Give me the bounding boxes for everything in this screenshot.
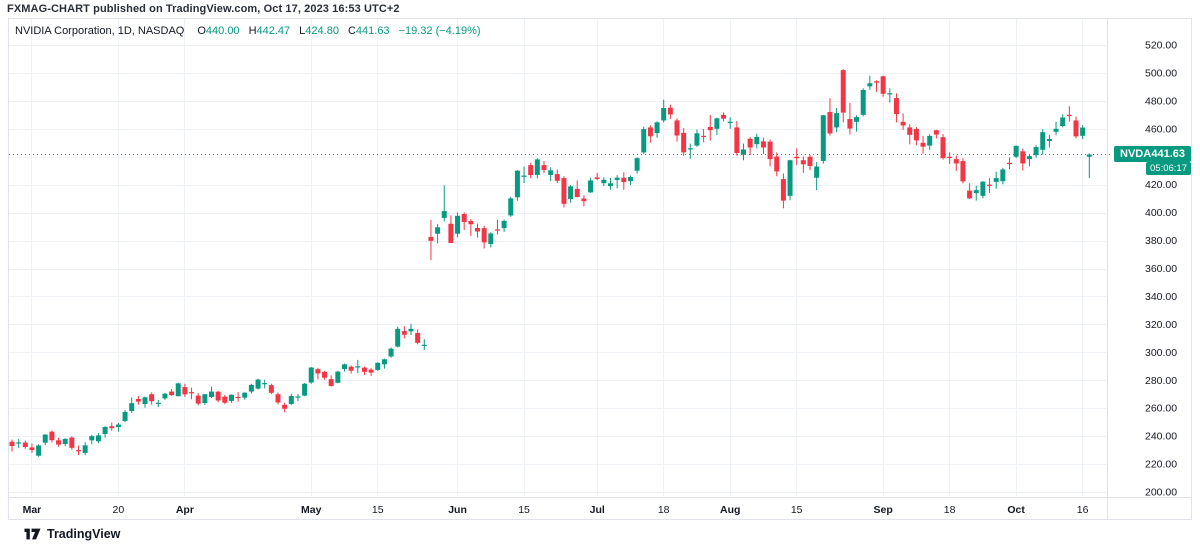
svg-text:May: May [301,504,322,516]
svg-text:480.00: 480.00 [1145,95,1177,107]
price-label-main: NVDA 441.63 [1114,146,1191,162]
tradingview-brand-text: TradingView [47,527,121,541]
svg-text:520.00: 520.00 [1145,40,1177,52]
chart-legend: NVIDIA Corporation, 1D, NASDAQ O440.00 H… [15,25,481,37]
svg-text:Aug: Aug [720,504,740,516]
svg-text:Jun: Jun [448,504,467,516]
svg-text:Apr: Apr [176,504,194,516]
legend-close: C441.63 [347,25,390,37]
svg-text:16: 16 [1077,504,1089,516]
svg-text:18: 18 [944,504,956,516]
svg-text:420.00: 420.00 [1145,179,1177,191]
legend-open: O440.00 [197,25,240,37]
svg-text:Mar: Mar [23,504,42,516]
svg-text:460.00: 460.00 [1145,123,1177,135]
svg-text:Sep: Sep [874,504,893,516]
svg-text:15: 15 [518,504,530,516]
svg-text:Oct: Oct [1007,504,1025,516]
svg-text:220.00: 220.00 [1145,459,1177,471]
legend-low: L424.80 [299,25,339,37]
publisher-header-text: FXMAG-CHART published on TradingView.com… [7,3,400,15]
svg-text:360.00: 360.00 [1145,263,1177,275]
tradingview-brand-link[interactable]: TradingView [24,527,120,541]
tradingview-logo-icon [24,528,41,540]
legend-change: −19.32 (−4.19%) [398,25,481,37]
svg-text:260.00: 260.00 [1145,403,1177,415]
svg-text:Jul: Jul [590,504,605,516]
price-label-value: 441.63 [1151,148,1185,160]
svg-text:320.00: 320.00 [1145,319,1177,331]
bar-countdown-timer: 05:06:17 [1146,162,1191,175]
legend-high: H442.47 [248,25,291,37]
svg-text:380.00: 380.00 [1145,235,1177,247]
svg-text:18: 18 [658,504,670,516]
svg-text:400.00: 400.00 [1145,207,1177,219]
publisher-header: FXMAG-CHART published on TradingView.com… [7,0,400,18]
svg-text:340.00: 340.00 [1145,291,1177,303]
price-label-symbol: NVDA [1120,148,1152,160]
svg-text:20: 20 [113,504,125,516]
svg-text:280.00: 280.00 [1145,375,1177,387]
svg-text:240.00: 240.00 [1145,431,1177,443]
svg-text:15: 15 [791,504,803,516]
symbol-title: NVIDIA Corporation, 1D, NASDAQ [15,25,185,37]
svg-text:300.00: 300.00 [1145,347,1177,359]
svg-text:500.00: 500.00 [1145,67,1177,79]
svg-text:15: 15 [372,504,384,516]
svg-text:200.00: 200.00 [1145,487,1177,499]
current-price-label: NVDA 441.63 05:06:17 [1114,146,1191,175]
